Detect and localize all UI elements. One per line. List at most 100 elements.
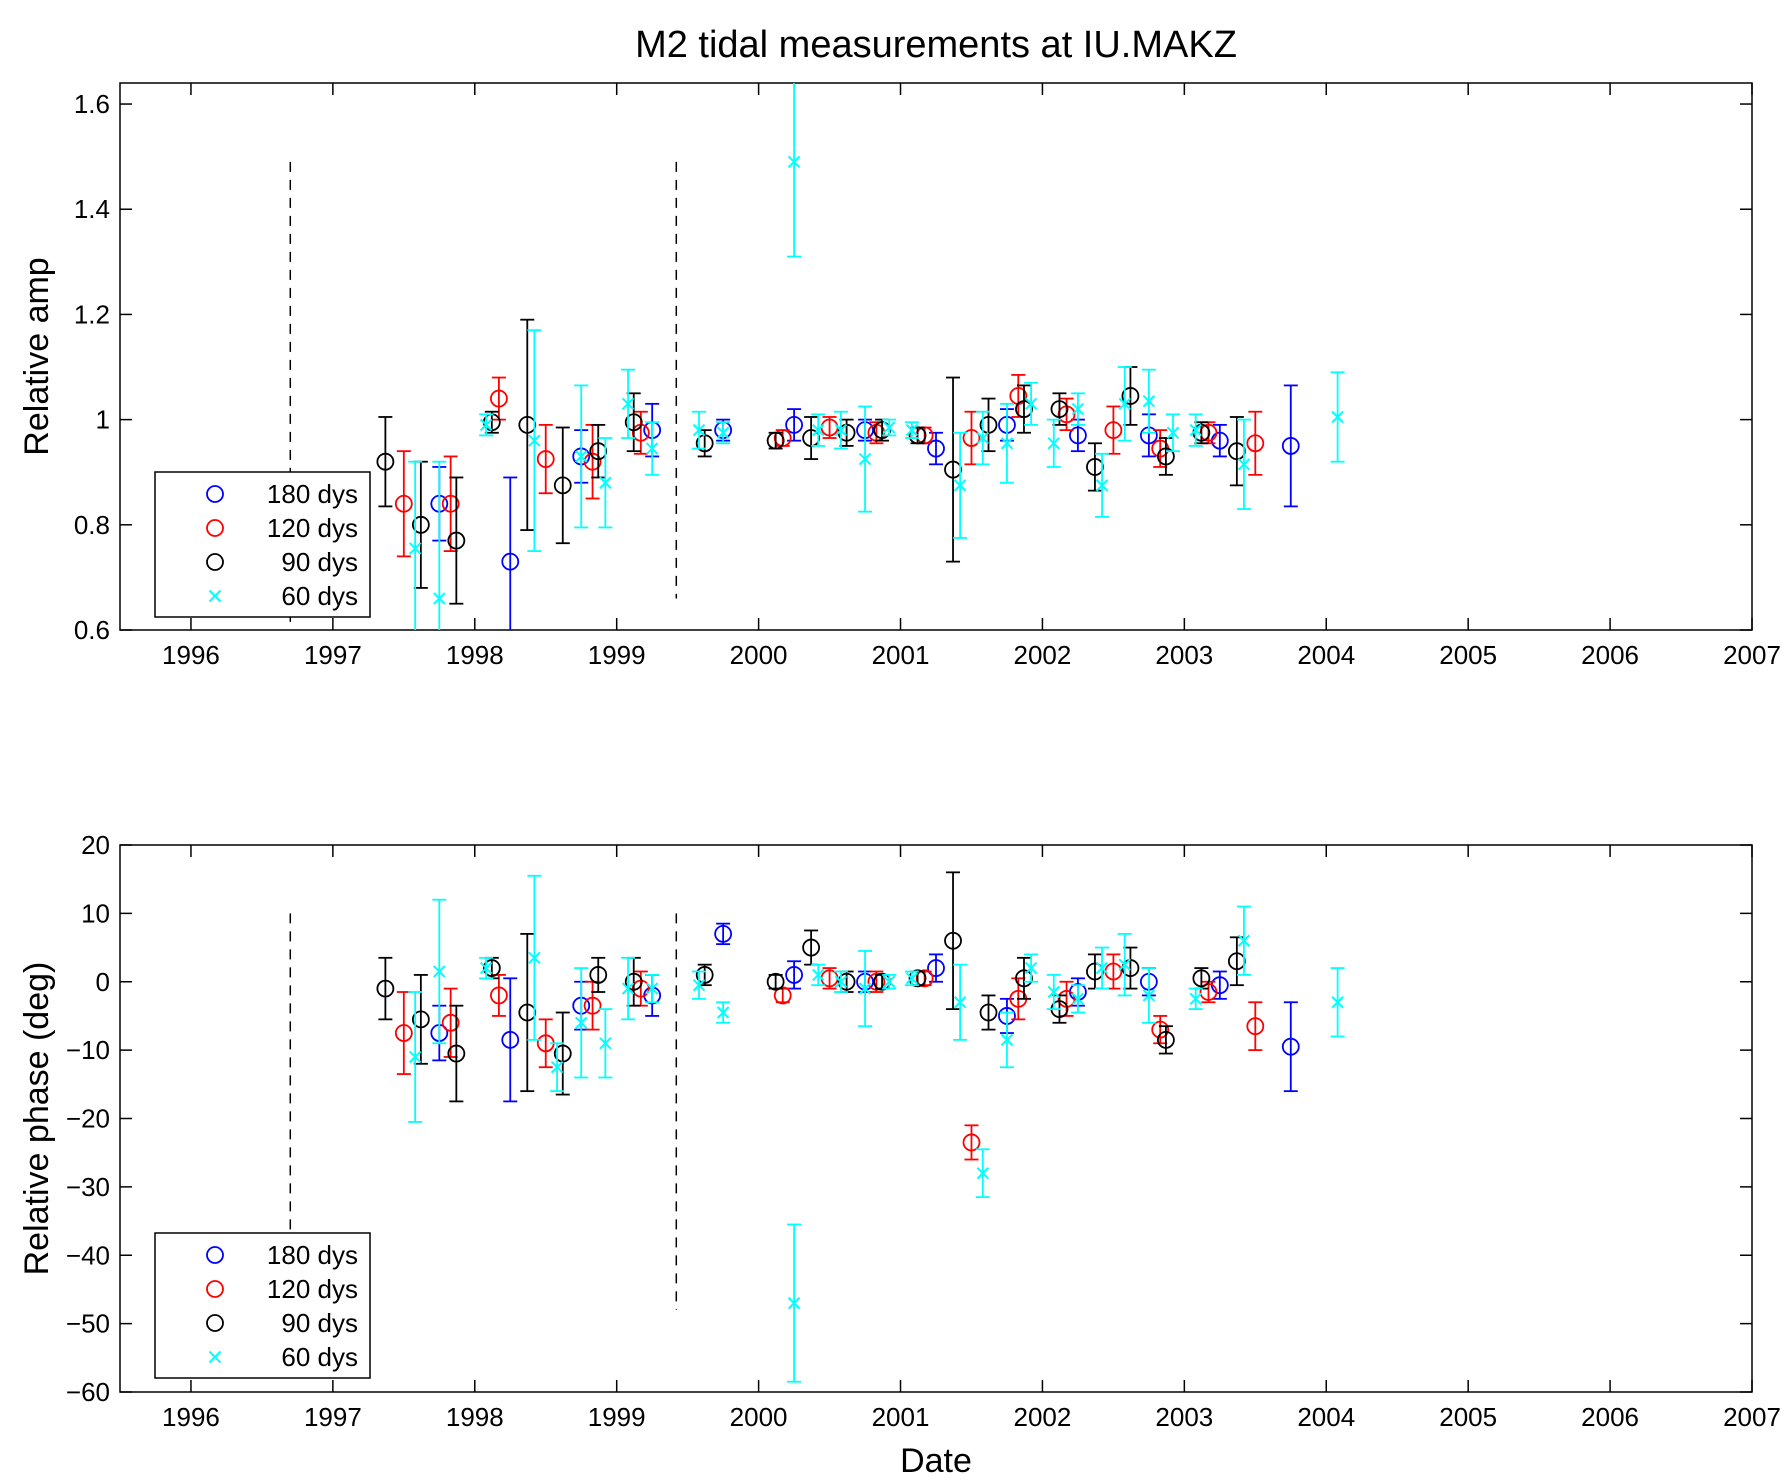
y-tick-label: 1.4: [74, 194, 110, 224]
data-point: [408, 542, 422, 555]
data-point: [812, 968, 825, 982]
series-120-dys: [394, 953, 1265, 1161]
data-point: [1069, 426, 1087, 445]
y-tick-label: 0.8: [74, 510, 110, 540]
y-tick-label: 1.6: [74, 89, 110, 119]
legend-box: [154, 471, 371, 618]
data-point: [812, 423, 825, 437]
data-point: [908, 969, 927, 988]
x-tick-label: 1997: [304, 1402, 362, 1432]
data-point: [1151, 1020, 1170, 1039]
data-point: [716, 426, 730, 439]
data-point: [621, 397, 635, 411]
data-point: [1086, 962, 1104, 981]
data-point: [908, 426, 927, 445]
legend-box: [154, 1232, 371, 1379]
data-point: [1166, 426, 1180, 439]
data-point: [1331, 410, 1344, 424]
data-point: [1024, 397, 1038, 411]
data-point: [447, 531, 466, 550]
data-point: [1095, 479, 1109, 492]
x-tick-label: 2005: [1439, 640, 1497, 670]
data-point: [802, 938, 821, 957]
legend-marker: [206, 519, 224, 537]
data-point: [785, 415, 803, 434]
data-point: [536, 450, 555, 468]
data-point: [441, 1013, 460, 1032]
data-point: [962, 429, 981, 447]
data-point: [1237, 934, 1251, 947]
data-point: [518, 415, 537, 434]
data-point: [575, 450, 588, 463]
data-point: [1246, 434, 1265, 453]
data-point: [599, 1037, 612, 1050]
data-point: [1104, 421, 1123, 440]
data-point: [976, 1166, 990, 1180]
series-60-dys: [408, 83, 1345, 630]
data-point: [1121, 387, 1140, 405]
y-tick-label: 0.6: [74, 615, 110, 645]
data-point: [479, 961, 493, 975]
data-point: [583, 452, 602, 471]
legend-label: 90 dys: [281, 1308, 358, 1338]
plot-panel-2: 1996 1997 1998 1999 2000 2001 2002 2003 2004 2005…: [18, 830, 1781, 1480]
x-tick-label: 2004: [1297, 640, 1355, 670]
x-tick-label: 1998: [446, 1402, 504, 1432]
y-tick-label: −40: [66, 1240, 110, 1270]
data-point: [882, 421, 896, 434]
x-tick-label: 1997: [304, 640, 362, 670]
data-point: [976, 431, 990, 445]
data-point: [858, 982, 872, 995]
series-90-dys: [376, 318, 1246, 605]
data-point: [944, 931, 962, 950]
data-point: [1237, 458, 1251, 471]
data-layer: [376, 871, 1345, 1383]
series-120-dys: [394, 374, 1265, 558]
data-point: [858, 452, 872, 466]
legend-marker: [206, 485, 224, 503]
x-tick-label: 2003: [1155, 1402, 1213, 1432]
data-point: [550, 1061, 564, 1074]
data-point: [927, 959, 945, 977]
x-tick-label: 1996: [162, 640, 220, 670]
data-point: [1156, 1030, 1175, 1049]
x-tick-label: 2006: [1581, 640, 1639, 670]
legend-label: 90 dys: [281, 547, 358, 577]
data-point: [553, 476, 572, 495]
data-point: [528, 951, 541, 965]
x-tick-label: 2002: [1014, 1402, 1072, 1432]
x-tick-label: 2004: [1297, 1402, 1355, 1432]
data-point: [408, 1050, 422, 1064]
data-point: [692, 423, 706, 437]
legend-label: 180 dys: [267, 1240, 358, 1270]
data-point: [624, 972, 643, 991]
y-tick-label: −30: [66, 1172, 110, 1202]
data-point: [692, 978, 706, 992]
data-point: [411, 515, 430, 534]
data-point: [1227, 442, 1246, 461]
data-point: [882, 975, 896, 988]
x-tick-label: 2001: [872, 1402, 930, 1432]
data-point: [501, 1030, 520, 1049]
data-point: [1071, 992, 1085, 1006]
data-point: [1199, 423, 1218, 442]
legend-marker: [208, 589, 222, 603]
legend-marker: [208, 1350, 222, 1364]
data-point: [1199, 983, 1218, 1001]
data-point: [624, 413, 643, 432]
data-point: [394, 1024, 413, 1042]
data-point: [411, 1010, 430, 1029]
data-point: [575, 1016, 588, 1029]
data-point: [490, 389, 508, 408]
data-point: [1050, 400, 1069, 418]
data-layer: [376, 83, 1345, 630]
x-tick-label: 2007: [1723, 1402, 1781, 1432]
data-point: [787, 155, 801, 169]
legend-label: 180 dys: [267, 479, 358, 509]
data-point: [501, 552, 520, 571]
data-point: [621, 982, 635, 995]
x-axis-label: Date: [900, 1442, 972, 1478]
data-point: [1047, 985, 1060, 999]
data-point: [394, 494, 413, 513]
data-point: [1142, 989, 1156, 1002]
